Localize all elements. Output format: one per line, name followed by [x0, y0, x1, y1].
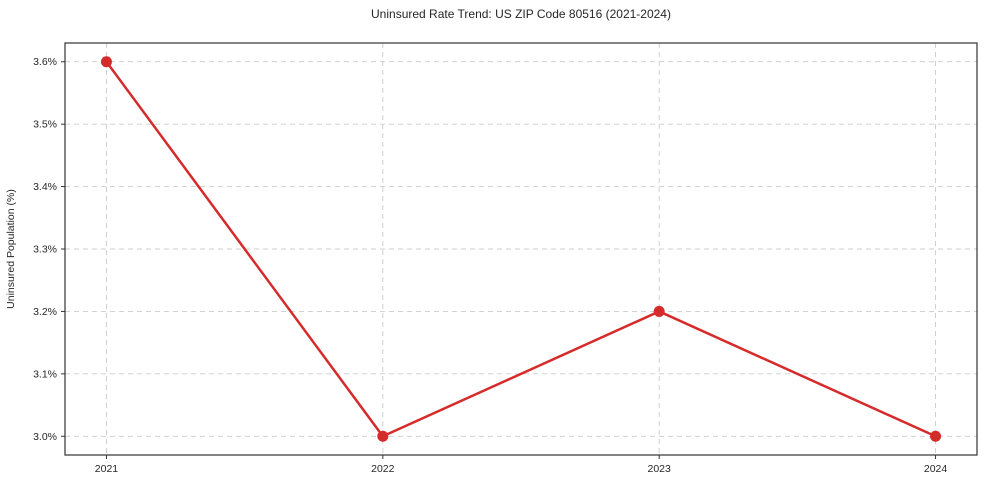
data-point-marker — [377, 430, 389, 442]
axis-tick-layer: 3.0% 3.1% 3.2% 3.3% 3.4% 3.5% 3.6% 2021 2022 2023… — [33, 56, 947, 475]
series-layer — [100, 56, 942, 442]
data-point-marker — [653, 305, 665, 317]
trend-line — [105, 60, 937, 438]
chart-title: Uninsured Rate Trend: US ZIP Code 80516 … — [371, 7, 671, 21]
y-tick-label: 3.3% — [33, 244, 57, 256]
x-tick-label: 2022 — [371, 463, 395, 475]
data-point-marker — [930, 430, 942, 442]
y-tick-label: 3.0% — [33, 431, 57, 443]
x-tick-label: 2024 — [924, 463, 948, 475]
y-tick-label: 3.1% — [33, 368, 57, 380]
data-point-marker — [100, 56, 112, 68]
x-tick-label: 2021 — [95, 463, 119, 475]
y-tick-label: 3.4% — [33, 181, 57, 193]
y-tick-label: 3.5% — [33, 119, 57, 131]
y-tick-label: 3.6% — [33, 56, 57, 68]
y-axis-label: Uninsured Population (%) — [5, 189, 17, 309]
y-tick-label: 3.2% — [33, 306, 57, 318]
grid-layer — [65, 43, 977, 455]
x-tick-label: 2023 — [648, 463, 672, 475]
